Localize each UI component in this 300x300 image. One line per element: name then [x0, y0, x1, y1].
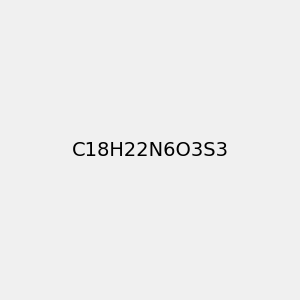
Text: C18H22N6O3S3: C18H22N6O3S3 — [71, 140, 229, 160]
